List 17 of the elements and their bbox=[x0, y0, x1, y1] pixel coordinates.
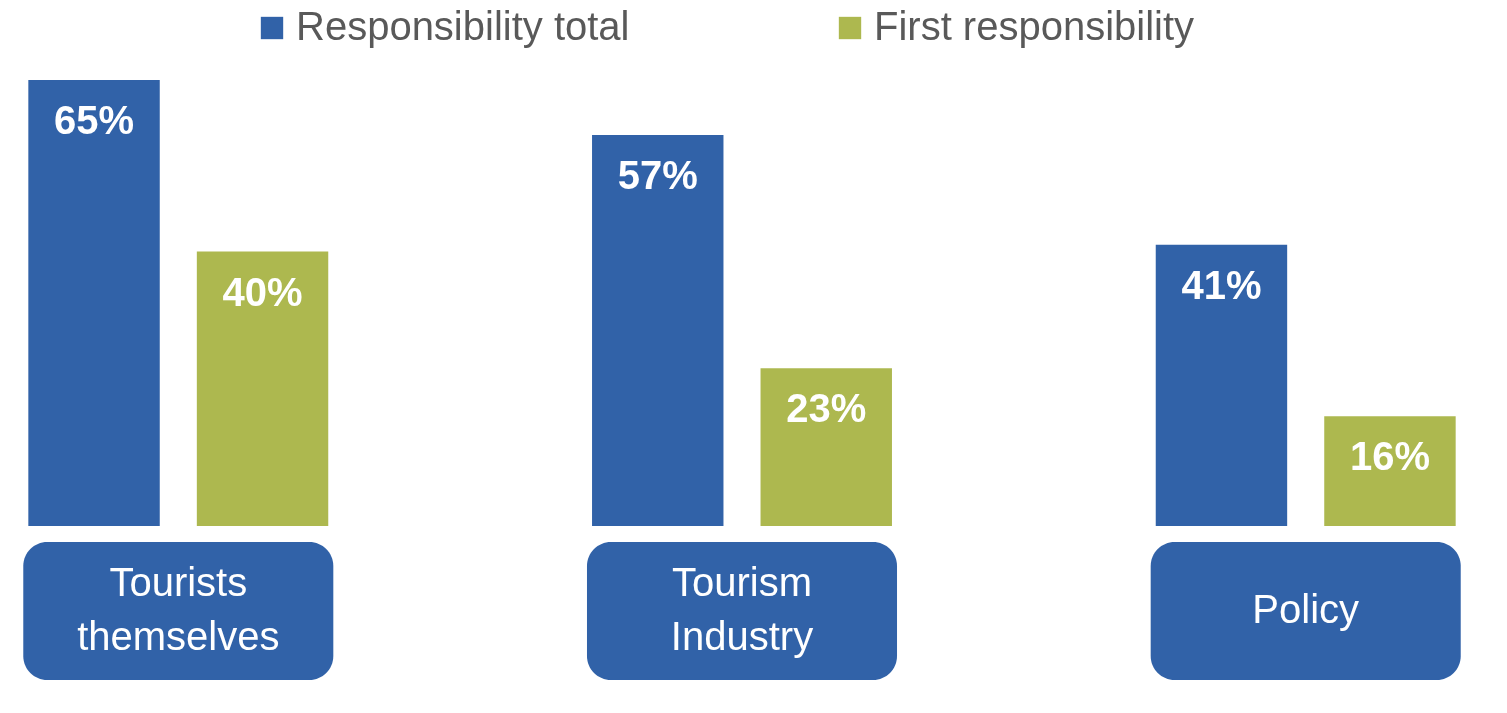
data-label: 41% bbox=[1181, 262, 1262, 307]
data-label: 40% bbox=[222, 269, 303, 314]
legend-label: Responsibility total bbox=[296, 4, 630, 48]
data-label: 57% bbox=[617, 152, 698, 197]
x-tick-label: Tourists themselves bbox=[77, 560, 280, 658]
x-tick-label: Policy bbox=[1252, 587, 1360, 631]
bar bbox=[196, 251, 329, 526]
data-label: 65% bbox=[54, 98, 135, 142]
bar bbox=[1155, 244, 1288, 526]
data-label: 23% bbox=[786, 386, 867, 431]
bar bbox=[760, 368, 892, 526]
legend-label: First responsibility bbox=[874, 4, 1195, 48]
bar bbox=[592, 134, 724, 526]
bar bbox=[28, 80, 160, 526]
bar bbox=[1324, 416, 1456, 526]
data-label: 16% bbox=[1349, 434, 1430, 479]
x-tick-label: Tourism Industry bbox=[670, 560, 814, 658]
